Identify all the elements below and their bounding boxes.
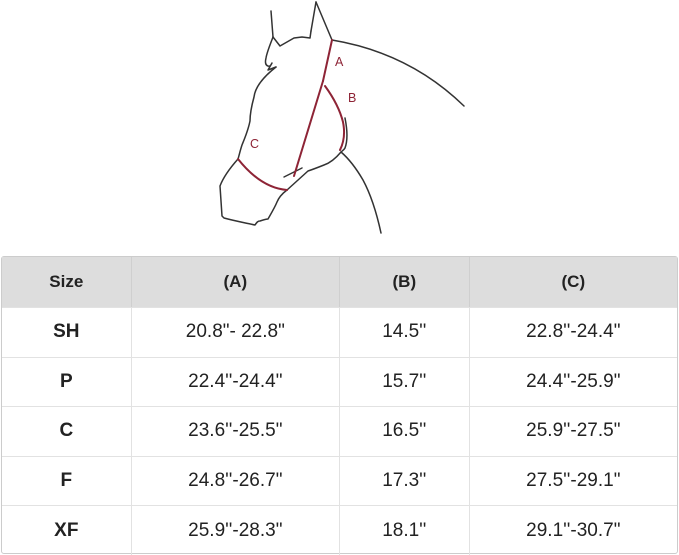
svg-text:B: B: [348, 91, 356, 105]
svg-text:A: A: [335, 55, 344, 69]
svg-text:C: C: [250, 137, 259, 151]
